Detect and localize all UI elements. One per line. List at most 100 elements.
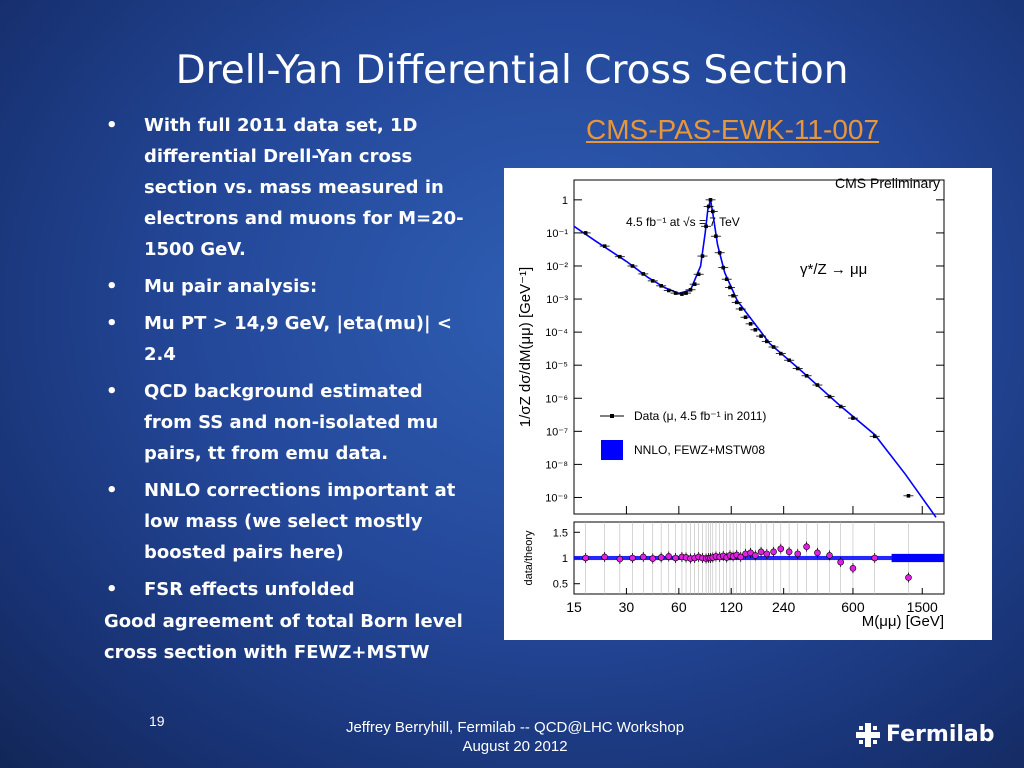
cross-section-chart: CMS Preliminary 4.5 fb⁻¹ at √s = 7 TeV γ*/…: [517, 175, 945, 630]
ratio-y-tick-label: 0.5: [553, 579, 568, 591]
data-point: [728, 285, 732, 290]
x-tick-label: 600: [841, 599, 865, 615]
y-tick-label: 10⁻⁶: [545, 393, 568, 405]
theory-curve: [573, 199, 937, 518]
data-point: [717, 250, 722, 255]
data-point: [714, 234, 718, 239]
ratio-point: [665, 553, 673, 560]
ratio-point: [871, 554, 879, 562]
data-point: [659, 284, 663, 288]
data-point: [872, 434, 877, 439]
data-point: [583, 231, 588, 235]
ratio-axis-label: data/theory: [523, 530, 535, 586]
data-point: [666, 288, 671, 293]
data-point: [731, 293, 735, 298]
x-tick-label: 30: [619, 599, 635, 615]
legend-label-data: Data (μ, 4.5 fb⁻¹ in 2011): [634, 409, 766, 423]
data-point: [815, 383, 820, 387]
data-point: [673, 291, 678, 295]
data-point: [906, 494, 911, 498]
footer: Jeffrey Berryhill, Fermilab -- QCD@LHC W…: [300, 718, 730, 756]
ratio-point: [905, 574, 912, 581]
logo-text: Fermilab: [886, 722, 995, 747]
bullet-item: With full 2011 data set, 1D differential…: [104, 110, 476, 265]
ratio-point: [814, 549, 821, 557]
data-point: [630, 264, 635, 268]
data-point: [641, 272, 646, 276]
y-tick-label: 10⁻³: [546, 294, 568, 306]
x-tick-label: 240: [772, 599, 796, 615]
x-tick-label: 15: [566, 599, 582, 615]
data-point: [710, 209, 715, 214]
data-point: [696, 272, 701, 277]
data-point: [838, 404, 843, 409]
data-point: [721, 265, 726, 270]
ratio-point: [763, 550, 771, 558]
data-point: [700, 254, 705, 258]
ratio-point: [849, 564, 857, 572]
chart-panel: CMS Preliminary 4.5 fb⁻¹ at √s = 7 TeV γ*/…: [504, 168, 992, 640]
x-tick-label: 60: [671, 599, 687, 615]
ratio-point: [757, 548, 765, 556]
y-tick-label: 10⁻⁸: [545, 459, 568, 471]
bullet-item: FSR effects unfolded: [104, 574, 476, 605]
x-tick-label: 1500: [907, 599, 938, 615]
data-point: [650, 279, 655, 283]
x-tick-label: 120: [720, 599, 744, 615]
y-axis-label: 1/σZ dσ/dM(μμ) [GeV⁻¹]: [517, 267, 534, 427]
data-point: [743, 315, 748, 320]
process-annotation: γ*/Z → μμ: [800, 261, 867, 278]
ratio-point: [616, 555, 624, 563]
fermilab-logo: Fermilab: [856, 722, 995, 747]
data-point: [753, 328, 758, 332]
x-axis-label: M(μμ) [GeV]: [862, 613, 944, 630]
data-point: [708, 198, 713, 202]
data-point: [827, 394, 832, 399]
data-point: [764, 339, 769, 344]
ratio-point: [837, 558, 844, 566]
cms-preliminary-label: CMS Preliminary: [835, 175, 940, 191]
data-point: [734, 300, 739, 305]
legend-marker: [610, 414, 614, 418]
conclusion-text: Good agreement of total Born level cross…: [104, 611, 463, 663]
y-tick-label: 10⁻²: [546, 261, 568, 273]
data-point: [787, 358, 791, 363]
data-point: [680, 292, 684, 296]
bullet-list: With full 2011 data set, 1D differential…: [104, 110, 476, 611]
ratio-point: [752, 552, 759, 559]
ratio-theory-band-high-mass: [891, 553, 944, 563]
data-point: [724, 277, 729, 282]
ratio-point: [794, 550, 802, 558]
legend-label-theory: NNLO, FEWZ+MSTW08: [634, 443, 765, 457]
ratio-point: [770, 548, 777, 556]
ratio-point: [582, 554, 589, 562]
fermilab-logo-icon: [856, 722, 880, 747]
ratio-point: [649, 555, 657, 562]
ratio-point: [737, 553, 745, 561]
ratio-theory-band: [574, 555, 944, 561]
data-point: [759, 334, 763, 338]
ratio-point: [639, 553, 647, 561]
footer-date: August 20 2012: [462, 738, 568, 755]
slide-title: Drell-Yan Differential Cross Section: [175, 48, 849, 93]
bullet-item: Mu pair analysis:: [104, 271, 476, 302]
ratio-point: [629, 554, 636, 562]
data-point: [795, 366, 800, 371]
luminosity-annotation: 4.5 fb⁻¹ at √s = 7 TeV: [626, 215, 740, 229]
main-plot-frame: [573, 179, 945, 515]
y-tick-label: 1: [562, 195, 568, 207]
data-point: [602, 244, 607, 248]
bullet-item: QCD background estimated from SS and non…: [104, 376, 476, 469]
legend-band-swatch: [601, 440, 623, 460]
reference-link[interactable]: CMS-PAS-EWK-11-007: [586, 114, 880, 145]
data-point: [706, 204, 711, 209]
data-point: [738, 307, 743, 311]
ratio-point: [803, 543, 810, 550]
footer-author: Jeffrey Berryhill, Fermilab -- QCD@LHC W…: [345, 719, 685, 736]
ratio-point: [785, 548, 793, 556]
data-point: [851, 416, 855, 420]
data-point: [771, 345, 776, 349]
ratio-y-tick-label: 1: [562, 553, 568, 565]
y-tick-label: 10⁻¹: [546, 228, 568, 240]
y-tick-label: 10⁻⁴: [545, 327, 568, 339]
